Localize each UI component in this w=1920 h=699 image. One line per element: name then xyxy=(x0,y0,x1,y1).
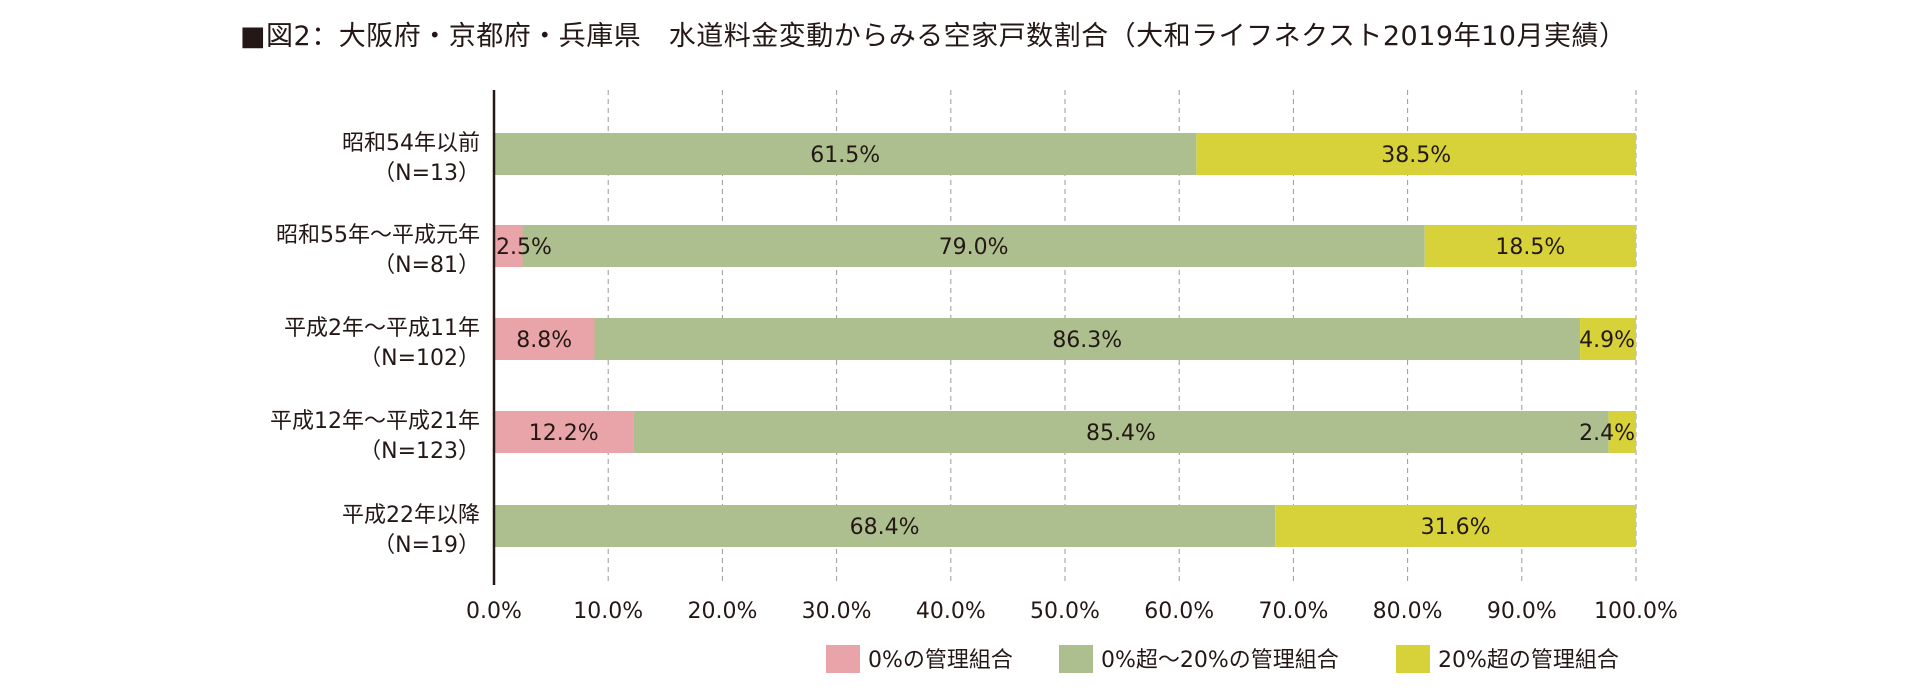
bar-segment xyxy=(1275,505,1636,547)
legend-swatch xyxy=(1396,645,1430,673)
legend-label: 0%の管理組合 xyxy=(868,648,1013,673)
category-sample-size: （N=81） xyxy=(373,253,480,278)
bar-segment xyxy=(494,411,634,453)
bar-segment xyxy=(522,225,1425,267)
x-tick-label: 90.0% xyxy=(1487,599,1557,624)
segment-labels: 61.5% 38.5% 2.5% 79.0% 18.5% 8.8% 86.3% 4.9% 12.… xyxy=(496,143,1635,540)
x-tick-label: 10.0% xyxy=(573,599,643,624)
data-label: 85.4% xyxy=(1086,421,1156,446)
x-tick-label: 80.0% xyxy=(1373,599,1443,624)
bars xyxy=(494,133,1636,547)
category-label: 平成2年～平成11年 xyxy=(284,316,480,341)
category-labels: 昭和54年以前 （N=13） 昭和55年～平成元年 （N=81） 平成2年～平成11年 （… xyxy=(270,131,480,558)
bar-segment xyxy=(494,318,595,360)
x-tick-label: 20.0% xyxy=(687,599,757,624)
x-tick-label: 0.0% xyxy=(466,599,522,624)
data-label: 2.4% xyxy=(1579,421,1635,446)
data-label: 18.5% xyxy=(1495,235,1565,260)
data-label: 8.8% xyxy=(516,328,572,353)
bar-segment xyxy=(1580,318,1636,360)
x-tick-label: 40.0% xyxy=(916,599,986,624)
x-tick-label: 60.0% xyxy=(1144,599,1214,624)
data-label: 12.2% xyxy=(529,421,599,446)
category-label: 平成22年以降 xyxy=(342,503,480,528)
category-sample-size: （N=19） xyxy=(373,533,480,558)
data-label: 68.4% xyxy=(850,515,920,540)
category-label: 平成12年～平成21年 xyxy=(270,409,480,434)
bar-segment xyxy=(594,318,1581,360)
bar-segment xyxy=(1608,411,1636,453)
category-sample-size: （N=13） xyxy=(373,161,480,186)
legend: 0%の管理組合 0%超～20%の管理組合 20%超の管理組合 xyxy=(826,645,1619,673)
bar-segment xyxy=(1424,225,1636,267)
legend-label: 20%超の管理組合 xyxy=(1438,648,1619,673)
legend-swatch xyxy=(1059,645,1093,673)
x-tick-labels: 0.0% 10.0% 20.0% 30.0% 40.0% 50.0% 60.0% 70.0% 8… xyxy=(466,599,1678,624)
x-tick-label: 100.0% xyxy=(1594,599,1678,624)
x-tick-label: 70.0% xyxy=(1258,599,1328,624)
data-label: 38.5% xyxy=(1381,143,1451,168)
chart-title: ■図2：大阪府・京都府・兵庫県 水道料金変動からみる空家戸数割合（大和ライフネク… xyxy=(240,21,1627,52)
legend-swatch xyxy=(826,645,860,673)
data-label: 79.0% xyxy=(939,235,1009,260)
bar-segment xyxy=(494,225,523,267)
data-label: 4.9% xyxy=(1579,328,1635,353)
category-sample-size: （N=102） xyxy=(359,346,480,371)
x-tick-label: 50.0% xyxy=(1030,599,1100,624)
bar-segment xyxy=(494,133,1197,175)
category-label: 昭和54年以前 xyxy=(342,131,480,156)
category-sample-size: （N=123） xyxy=(359,439,480,464)
bar-segment xyxy=(494,505,1276,547)
bar-segment xyxy=(1196,133,1636,175)
category-label: 昭和55年～平成元年 xyxy=(276,223,480,248)
bar-segment xyxy=(633,411,1609,453)
legend-label: 0%超～20%の管理組合 xyxy=(1101,648,1339,673)
x-tick-label: 30.0% xyxy=(802,599,872,624)
data-label: 31.6% xyxy=(1421,515,1491,540)
data-label: 61.5% xyxy=(810,143,880,168)
data-label: 86.3% xyxy=(1052,328,1122,353)
data-label: 2.5% xyxy=(496,235,552,260)
